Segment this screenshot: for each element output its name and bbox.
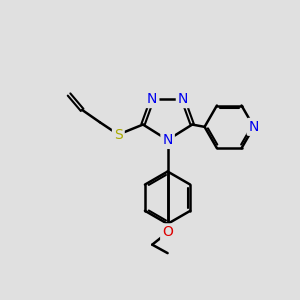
Text: N: N <box>178 92 188 106</box>
Text: S: S <box>114 128 123 142</box>
Text: N: N <box>147 92 158 106</box>
Text: N: N <box>162 133 173 147</box>
Text: O: O <box>162 225 173 239</box>
Text: N: N <box>249 120 259 134</box>
